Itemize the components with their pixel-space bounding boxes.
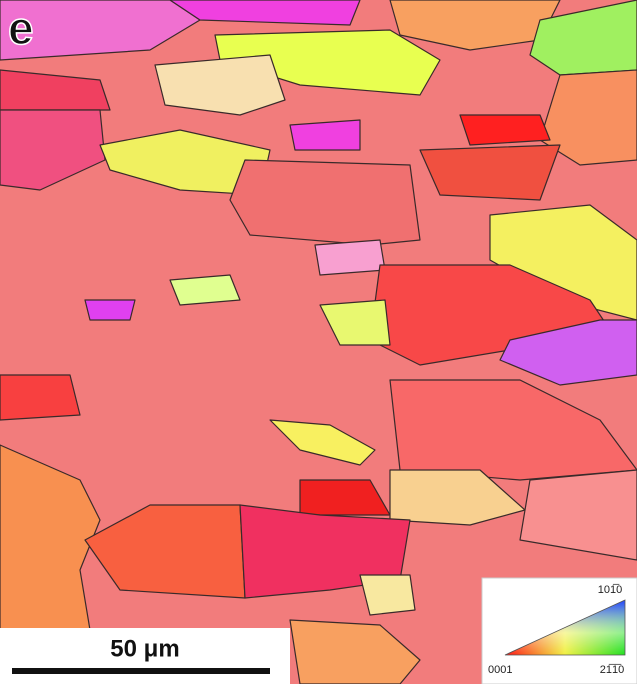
- ipf-label-top: 101̅0: [598, 584, 622, 596]
- ipf-key: 101̅0 0001 21̅1̅0: [482, 578, 637, 684]
- grain: [85, 300, 135, 320]
- ipf-label-bottom-right: 21̅1̅0: [600, 664, 624, 676]
- grain: [360, 575, 415, 615]
- panel-label: e: [8, 2, 34, 54]
- grain: [420, 145, 560, 200]
- grain: [230, 160, 420, 245]
- grain: [0, 375, 80, 420]
- scale-bar: 50 μm: [0, 628, 290, 684]
- grain: [155, 55, 285, 115]
- scale-bar-label: 50 μm: [110, 635, 179, 662]
- grain: [460, 115, 550, 145]
- ebsd-map: e 50 μm 101̅0 0001 21̅1̅0: [0, 0, 637, 684]
- scale-bar-line: [12, 668, 270, 674]
- ipf-label-bottom-left: 0001: [488, 664, 512, 676]
- grain: [170, 275, 240, 305]
- grain: [290, 120, 360, 150]
- grain: [315, 240, 385, 275]
